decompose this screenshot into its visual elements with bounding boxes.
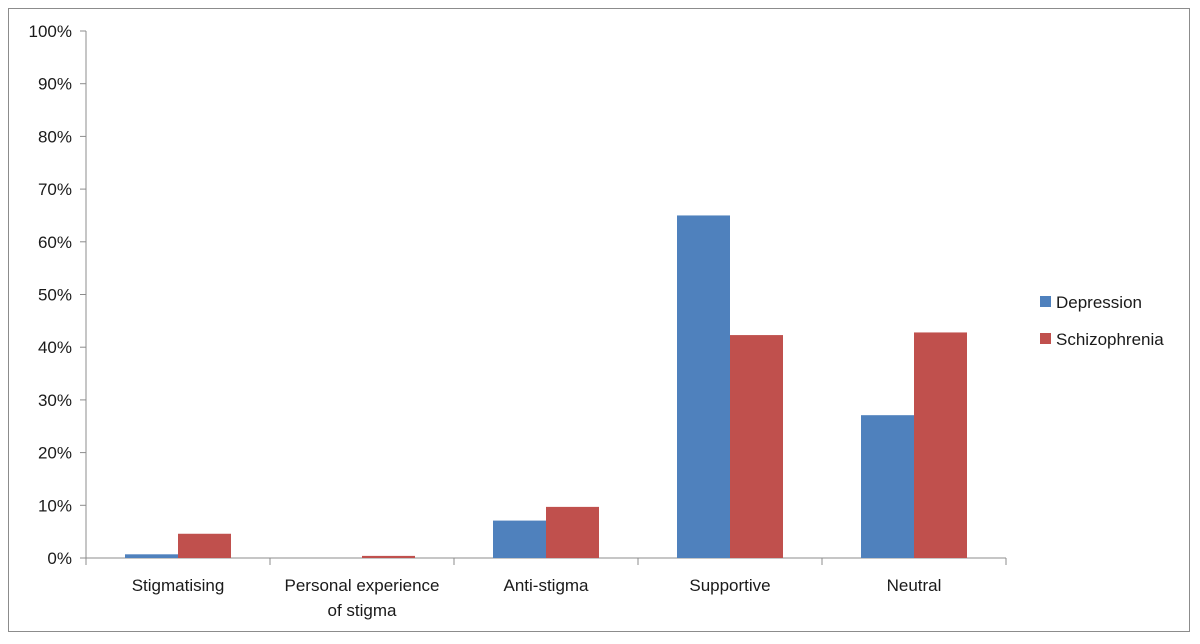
y-tick-label: 80% [38,127,72,146]
bar-schizophrenia-0 [178,533,231,558]
x-category-label: Supportive [689,576,770,595]
bar-schizophrenia-4 [914,332,967,558]
x-category-label-line: Anti-stigma [503,576,589,595]
y-tick-label: 10% [38,496,72,515]
x-category-label-line: Personal experience [285,576,440,595]
y-tick-label: 90% [38,75,72,94]
legend-swatch [1040,333,1051,344]
y-tick-label: 40% [38,338,72,357]
bar-schizophrenia-3 [730,335,783,558]
bars [125,215,967,558]
bar-schizophrenia-2 [546,506,599,558]
x-category-label-line: Neutral [887,576,942,595]
bar-depression-3 [677,215,730,558]
bar-schizophrenia-1 [362,555,415,558]
legend-label: Schizophrenia [1056,330,1164,349]
legend-swatch [1040,296,1051,307]
x-category-label: Anti-stigma [503,576,589,595]
bar-depression-4 [861,415,914,558]
y-tick-label: 50% [38,286,72,305]
y-tick-label: 100% [29,22,72,41]
bar-depression-2 [493,520,546,558]
x-category-label-line: Stigmatising [132,576,225,595]
x-category-label-line: Supportive [689,576,770,595]
x-category-label-line: of stigma [328,601,398,620]
y-tick-label: 20% [38,444,72,463]
x-category-label: Personal experience of stigma [285,576,440,620]
x-category-label: Neutral [887,576,942,595]
y-axis: 0% 10% 20% 30% 40% 50% 60% 70% 80% 90% 100% [29,22,87,568]
bar-depression-0 [125,554,178,558]
y-tick-label: 70% [38,180,72,199]
x-category-label: Stigmatising [132,576,225,595]
x-axis: Stigmatising Personal experience of stigma… [85,557,1007,620]
legend-label: Depression [1056,293,1142,312]
y-tick-label: 60% [38,233,72,252]
y-tick-label: 30% [38,391,72,410]
y-tick-label: 0% [47,549,72,568]
legend: Depression Schizophrenia [1040,293,1164,349]
